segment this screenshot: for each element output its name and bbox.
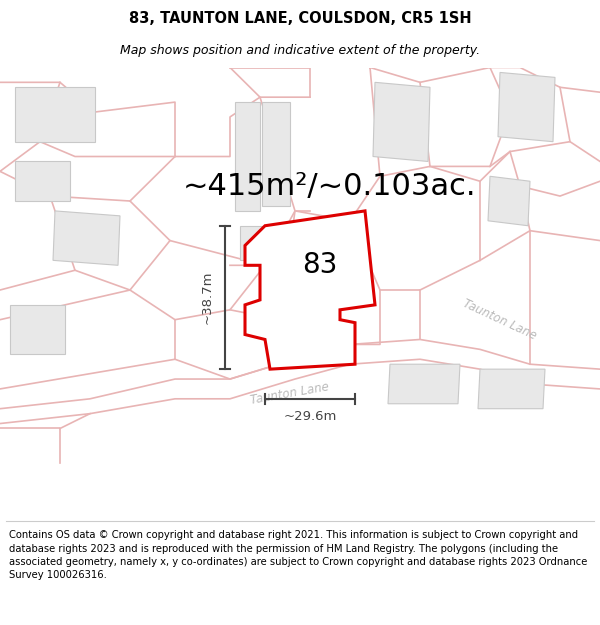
Polygon shape bbox=[498, 72, 555, 142]
Polygon shape bbox=[53, 211, 120, 265]
Text: ~415m²/~0.103ac.: ~415m²/~0.103ac. bbox=[183, 172, 477, 201]
Polygon shape bbox=[478, 369, 545, 409]
Polygon shape bbox=[245, 211, 375, 369]
Polygon shape bbox=[15, 88, 95, 142]
Polygon shape bbox=[262, 102, 290, 206]
Text: Map shows position and indicative extent of the property.: Map shows position and indicative extent… bbox=[120, 44, 480, 57]
Text: Taunton Lane: Taunton Lane bbox=[461, 297, 539, 343]
Polygon shape bbox=[373, 82, 430, 161]
Polygon shape bbox=[10, 305, 65, 354]
Text: 83, TAUNTON LANE, COULSDON, CR5 1SH: 83, TAUNTON LANE, COULSDON, CR5 1SH bbox=[128, 11, 472, 26]
Text: ~38.7m: ~38.7m bbox=[200, 270, 214, 324]
Polygon shape bbox=[240, 226, 290, 261]
Text: ~29.6m: ~29.6m bbox=[283, 410, 337, 423]
Text: Taunton Lane: Taunton Lane bbox=[250, 381, 331, 408]
Text: 83: 83 bbox=[302, 251, 338, 279]
Text: Contains OS data © Crown copyright and database right 2021. This information is : Contains OS data © Crown copyright and d… bbox=[9, 531, 587, 580]
Polygon shape bbox=[15, 161, 70, 201]
Polygon shape bbox=[235, 102, 260, 211]
Polygon shape bbox=[488, 176, 530, 226]
Polygon shape bbox=[388, 364, 460, 404]
